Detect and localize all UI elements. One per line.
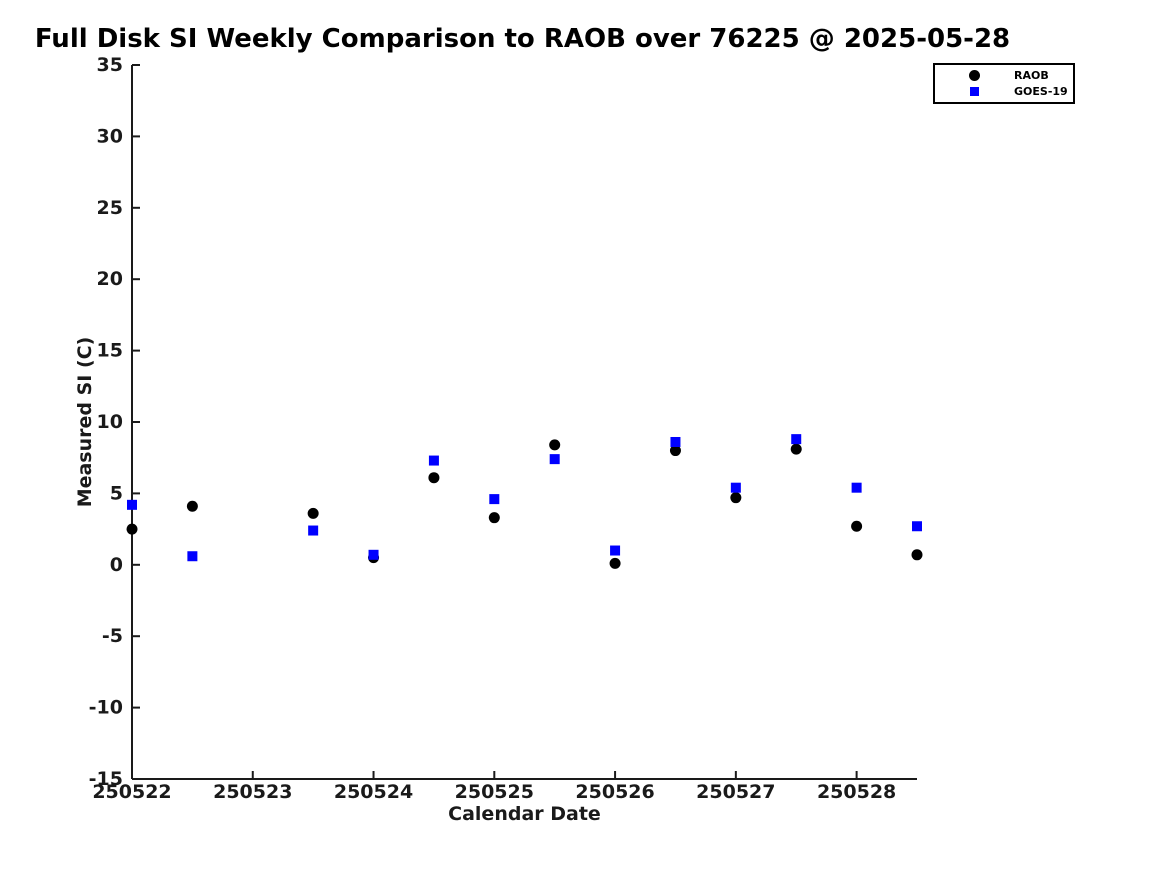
svg-text:35: 35 [97, 54, 123, 76]
svg-text:30: 30 [97, 125, 123, 147]
svg-text:250522: 250522 [92, 781, 171, 803]
svg-text:15: 15 [97, 340, 123, 362]
svg-text:250524: 250524 [334, 781, 413, 803]
svg-text:250525: 250525 [455, 781, 534, 803]
svg-text:-15: -15 [89, 768, 123, 790]
goes19-square-marker-icon [968, 85, 981, 98]
chart-title: Full Disk SI Weekly Comparison to RAOB o… [34, 24, 1011, 54]
x-axis-label: Calendar Date [448, 803, 601, 825]
svg-text:-10: -10 [89, 697, 123, 719]
svg-text:250526: 250526 [575, 781, 654, 803]
svg-text:250523: 250523 [213, 781, 292, 803]
svg-text:10: 10 [97, 411, 123, 433]
legend: RAOB GOES-19 [933, 63, 1075, 104]
legend-item-raob: RAOB [935, 69, 1073, 82]
svg-text:250528: 250528 [817, 781, 896, 803]
legend-item-goes19: GOES-19 [935, 85, 1073, 98]
legend-label-raob: RAOB [1014, 69, 1049, 83]
svg-text:250527: 250527 [696, 781, 775, 803]
svg-text:20: 20 [97, 268, 123, 290]
svg-text:0: 0 [110, 554, 123, 576]
raob-circle-marker-icon [968, 69, 981, 82]
svg-text:-5: -5 [102, 625, 123, 647]
legend-label-goes19: GOES-19 [1014, 84, 1068, 98]
svg-text:25: 25 [97, 197, 123, 219]
svg-text:5: 5 [110, 482, 123, 504]
